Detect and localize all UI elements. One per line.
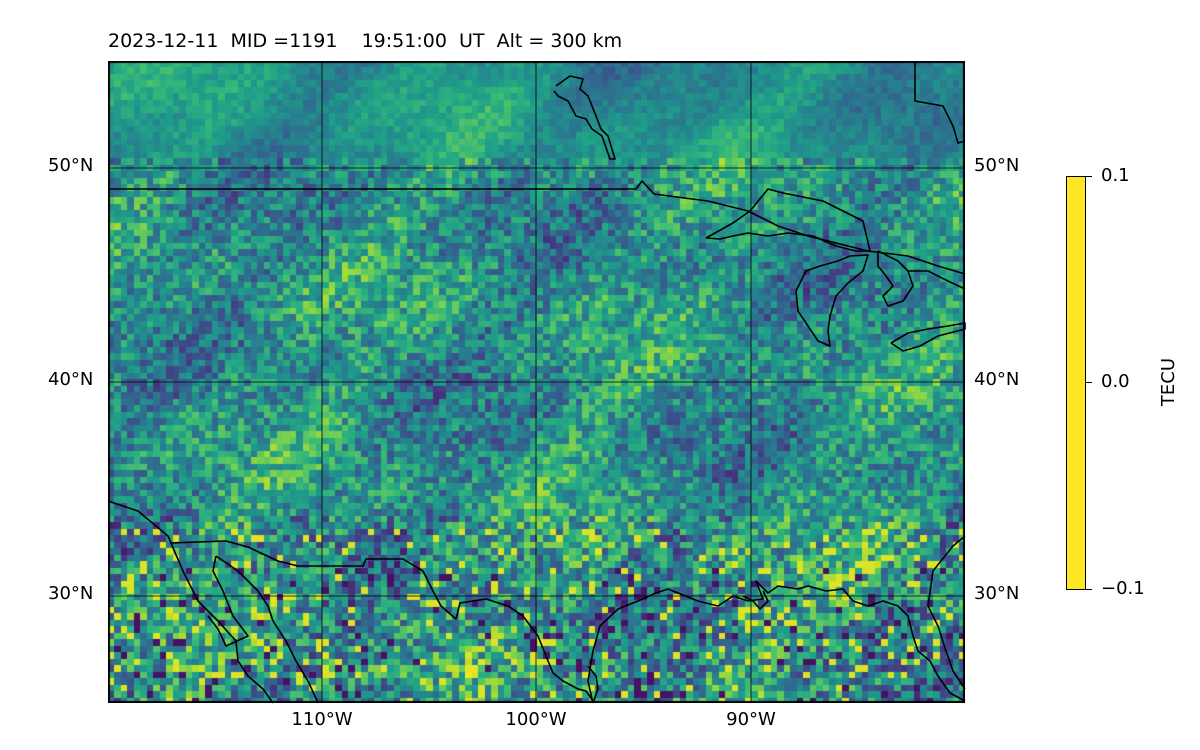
- coast-mexico-east: [587, 665, 599, 704]
- colorbar-tick-bottom: [1086, 589, 1092, 590]
- coast-lake-huron: [877, 250, 914, 307]
- map-overlay: [107, 61, 966, 704]
- lon-label-90w: 90°W: [726, 709, 776, 730]
- border-us-canada: [108, 180, 966, 275]
- coast-lake-erie: [890, 322, 966, 352]
- coast-hudson-bay: [914, 61, 966, 144]
- border-us-mexico: [169, 540, 594, 702]
- lat-label-right-50: 50°N: [974, 155, 1020, 176]
- colorbar-tick-top: [1086, 176, 1092, 177]
- lat-label-left-50: 50°N: [48, 155, 94, 176]
- colorbar-label-zero: 0.0: [1101, 371, 1130, 392]
- coast-gulf-california: [215, 555, 319, 704]
- colorbar-tick-mid: [1086, 382, 1092, 383]
- colorbar-title: TECU: [1158, 357, 1179, 407]
- coast-lake-superior: [705, 188, 871, 252]
- lat-label-left-40: 40°N: [48, 369, 94, 390]
- gridlines: [108, 61, 965, 703]
- lon-label-100w: 100°W: [505, 709, 567, 730]
- coast-baja: [107, 500, 274, 704]
- colorbar-label-min: −0.1: [1101, 578, 1145, 599]
- plot-title: 2023-12-11 MID =1191 19:51:00 UT Alt = 3…: [108, 30, 623, 52]
- coast-mississippi-delta: [742, 590, 769, 610]
- coast-lake-michigan: [795, 254, 869, 347]
- map-panel[interactable]: [107, 61, 966, 704]
- coast-lake-winnipeg: [553, 75, 616, 160]
- coastlines-borders: [107, 61, 966, 704]
- colorbar-label-max: 0.1: [1101, 165, 1130, 186]
- lat-label-right-30: 30°N: [974, 583, 1020, 604]
- lat-label-right-40: 40°N: [974, 369, 1020, 390]
- coast-baja-inner: [207, 555, 249, 647]
- coast-gulf-mexico: [587, 580, 966, 704]
- coast-ontario-shore: [908, 270, 966, 290]
- colorbar: [1066, 176, 1086, 590]
- lat-label-left-30: 30°N: [48, 583, 94, 604]
- lon-label-110w: 110°W: [291, 709, 353, 730]
- coast-florida: [927, 535, 966, 690]
